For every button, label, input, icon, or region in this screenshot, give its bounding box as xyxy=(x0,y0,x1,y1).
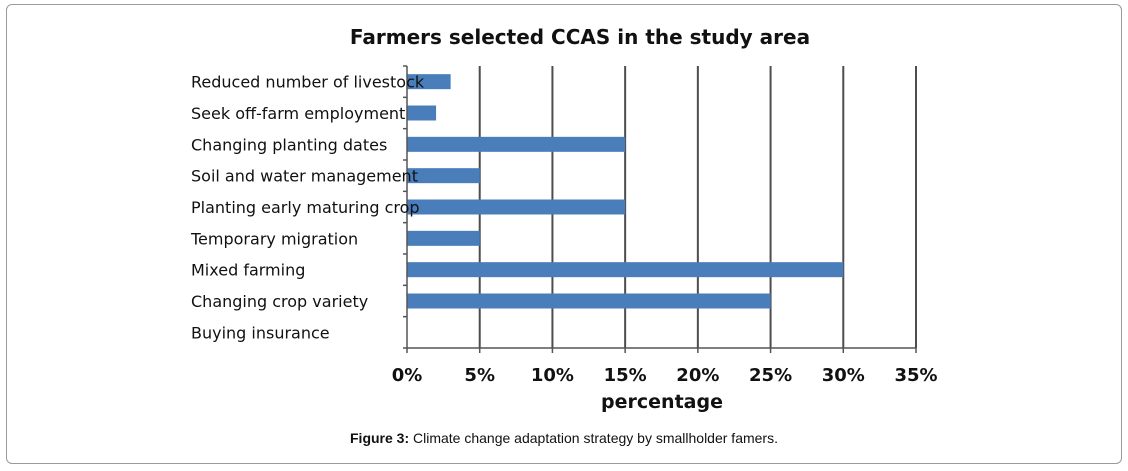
category-label: Soil and water management xyxy=(191,167,418,186)
figure-caption: Figure 3: Climate change adaptation stra… xyxy=(0,430,1128,446)
category-label: Planting early maturing crop xyxy=(191,198,420,217)
x-axis-label: percentage xyxy=(601,391,723,413)
bar xyxy=(407,74,451,90)
x-tick-label: 10% xyxy=(531,365,574,386)
caption-text: Climate change adaptation strategy by sm… xyxy=(409,430,778,446)
bar xyxy=(407,230,480,246)
category-label: Temporary migration xyxy=(190,229,358,248)
bar xyxy=(407,168,480,184)
category-label: Buying insurance xyxy=(191,323,330,342)
x-tick-label: 30% xyxy=(822,365,865,386)
x-tick-labels: 0% 5% 10% 15% 20% 25% 30% 35% xyxy=(392,365,938,386)
bar xyxy=(407,105,437,121)
category-label: Reduced number of livestock xyxy=(191,73,425,92)
category-label: Changing planting dates xyxy=(191,135,387,154)
x-tick-label: 5% xyxy=(464,365,495,386)
bar xyxy=(407,136,626,152)
x-tick-label: 20% xyxy=(676,365,719,386)
category-label: Mixed farming xyxy=(191,261,305,280)
bars xyxy=(407,74,844,309)
category-label: Seek off-farm employment xyxy=(191,104,405,123)
x-tick-label: 35% xyxy=(894,365,937,386)
caption-label: Figure 3: xyxy=(350,430,410,446)
category-labels: Reduced number of livestock Seek off-farm… xyxy=(190,73,425,343)
bar xyxy=(407,199,626,215)
category-label: Changing crop variety xyxy=(191,292,368,311)
x-tick-label: 0% xyxy=(392,365,423,386)
axes xyxy=(403,65,917,353)
x-tick-label: 15% xyxy=(604,365,647,386)
bar xyxy=(407,262,844,278)
bar xyxy=(407,293,771,309)
chart-title: Farmers selected CCAS in the study area xyxy=(350,25,810,49)
figure-frame xyxy=(6,4,1122,464)
x-tick-label: 25% xyxy=(749,365,792,386)
